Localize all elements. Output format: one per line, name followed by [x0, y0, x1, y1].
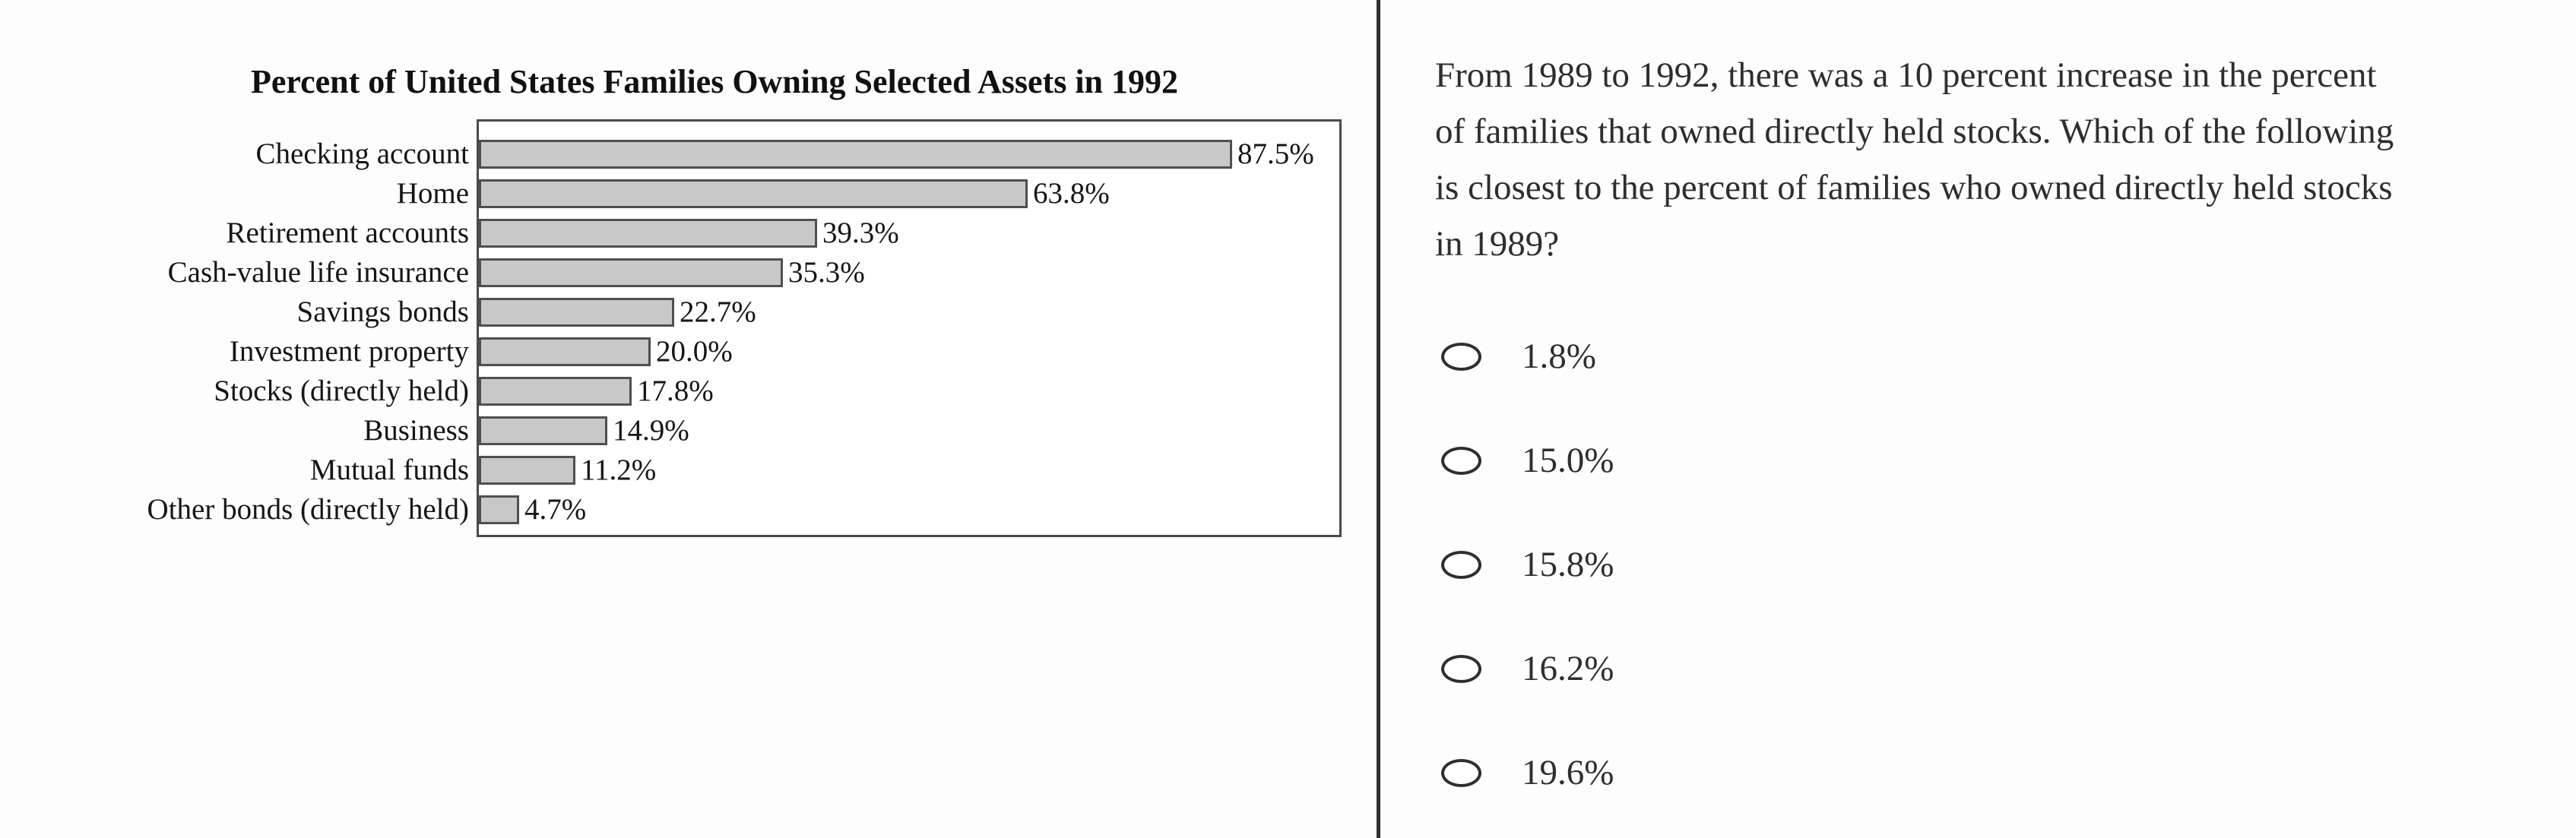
bar — [479, 298, 674, 327]
bar-value-label: 11.2% — [581, 454, 657, 486]
bar — [479, 456, 575, 485]
question-line: is closest to the percent of families wh… — [1435, 168, 2393, 207]
radio-button-icon[interactable] — [1441, 342, 1481, 371]
bar-value-label: 35.3% — [788, 256, 865, 289]
answer-option-label: 16.2% — [1522, 649, 1614, 688]
bar — [479, 179, 1028, 208]
bar-value-label: 22.7% — [680, 296, 756, 328]
bar-value-label: 87.5% — [1237, 138, 1314, 170]
bar — [479, 416, 607, 445]
bar-category-label: Savings bonds — [296, 296, 469, 328]
bar — [479, 219, 817, 248]
question-panel: From 1989 to 1992, there was a 10 percen… — [1380, 0, 2576, 838]
bar — [479, 337, 651, 366]
bar — [479, 140, 1232, 169]
answer-option-label: 19.6% — [1522, 753, 1614, 792]
chart-panel: Percent of United States Families Owning… — [147, 63, 1342, 537]
radio-button-icon[interactable] — [1441, 654, 1481, 683]
bar-category-label: Investment property — [229, 335, 469, 368]
bar-value-label: 63.8% — [1033, 177, 1110, 210]
bar — [479, 377, 632, 406]
question-line: From 1989 to 1992, there was a 10 percen… — [1435, 55, 2377, 95]
bar-category-label: Other bonds (directly held) — [147, 493, 469, 526]
answer-option-2[interactable]: 15.0% — [1441, 432, 1614, 489]
panel-divider — [1377, 0, 1380, 838]
chart-title: Percent of United States Families Owning… — [250, 63, 1179, 100]
radio-button-icon[interactable] — [1441, 758, 1481, 787]
bar-value-label: 39.3% — [822, 217, 899, 249]
answer-option-4[interactable]: 16.2% — [1441, 640, 1614, 697]
answer-option-label: 1.8% — [1522, 337, 1596, 376]
radio-button-icon[interactable] — [1441, 550, 1481, 579]
chart-rows: Checking account 87.5% Home 63.8% Retirement… — [147, 138, 1314, 526]
radio-button-icon[interactable] — [1441, 446, 1481, 475]
bar-category-label: Mutual funds — [309, 454, 469, 486]
answer-option-label: 15.0% — [1522, 441, 1614, 480]
answer-option-label: 15.8% — [1522, 545, 1614, 584]
bar-value-label: 17.8% — [637, 375, 714, 407]
bar-category-label: Checking account — [255, 138, 469, 170]
question-line: in 1989? — [1435, 224, 1560, 264]
bar-value-label: 4.7% — [524, 493, 587, 526]
answer-option-5[interactable]: 19.6% — [1441, 744, 1614, 802]
bar — [479, 258, 783, 287]
bar-category-label: Stocks (directly held) — [214, 375, 469, 407]
bar-category-label: Business — [363, 414, 469, 447]
bar-category-label: Home — [396, 177, 469, 210]
bar-value-label: 20.0% — [656, 335, 733, 368]
question-text: From 1989 to 1992, there was a 10 percen… — [1435, 47, 2560, 272]
bar-value-label: 14.9% — [613, 414, 689, 447]
answer-option-3[interactable]: 15.8% — [1441, 536, 1614, 593]
question-line: of families that owned directly held sto… — [1435, 112, 2394, 151]
answer-option-1[interactable]: 1.8% — [1441, 327, 1596, 385]
bar-category-label: Cash-value life insurance — [167, 256, 469, 289]
bar-category-label: Retirement accounts — [226, 217, 469, 249]
bar — [479, 495, 519, 524]
